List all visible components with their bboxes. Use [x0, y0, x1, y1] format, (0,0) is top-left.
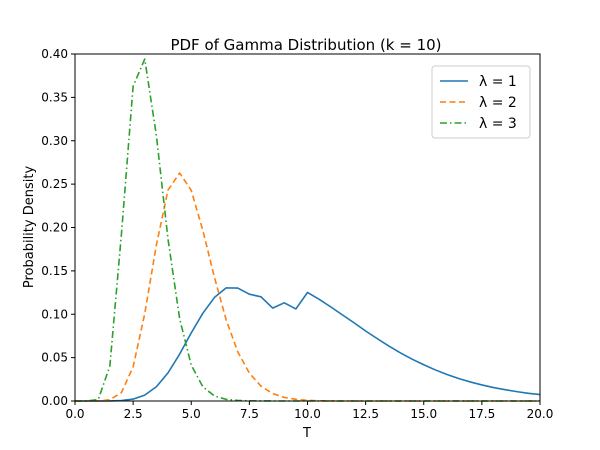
x-axis: 0.0 2.5 5.0 7.5 10.0 12.5 15.0 17.5 20.0 [65, 401, 553, 421]
y-axis: 0.00 0.05 0.10 0.15 0.20 0.25 0.30 0.35 0.40 [41, 47, 75, 408]
x-tick-label: 7.5 [240, 407, 259, 421]
y-tick-label: 0.15 [41, 264, 68, 278]
chart-title: PDF of Gamma Distribution (k = 10) [170, 36, 441, 54]
x-axis-label: T [302, 426, 311, 441]
y-tick-label: 0.30 [41, 134, 68, 148]
legend-label-2: λ = 2 [479, 95, 517, 111]
x-tick-label: 2.5 [124, 407, 143, 421]
x-tick-label: 15.0 [410, 407, 437, 421]
x-tick-label: 17.5 [469, 407, 496, 421]
y-tick-label: 0.05 [41, 351, 68, 365]
legend: λ = 1 λ = 2 λ = 3 [431, 65, 531, 139]
y-tick-label: 0.35 [41, 90, 68, 104]
x-tick-label: 5.0 [182, 407, 201, 421]
y-tick-label: 0.40 [41, 47, 68, 61]
series-line-1 [75, 287, 541, 402]
legend-frame [431, 65, 531, 139]
legend-label-3: λ = 3 [479, 116, 517, 132]
legend-label-1: λ = 1 [479, 74, 517, 90]
y-tick-label: 0.10 [41, 307, 68, 321]
x-tick-label: 10.0 [294, 407, 321, 421]
y-tick-label: 0.00 [41, 394, 68, 408]
y-tick-label: 0.20 [41, 221, 68, 235]
x-tick-label: 12.5 [352, 407, 379, 421]
y-axis-label: Probability Density [22, 166, 37, 289]
x-tick-label: 0.0 [65, 407, 84, 421]
x-tick-label: 20.0 [527, 407, 554, 421]
y-tick-label: 0.25 [41, 177, 68, 191]
series-line-2 [75, 172, 540, 402]
